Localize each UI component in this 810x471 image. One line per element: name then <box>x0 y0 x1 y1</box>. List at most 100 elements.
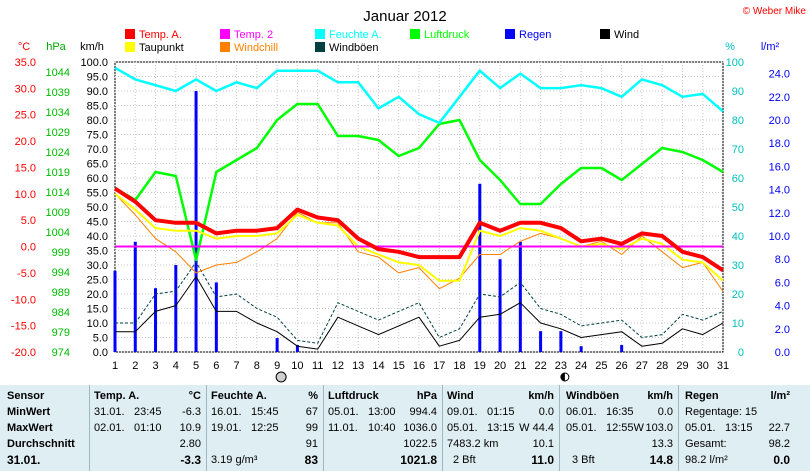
temp-column: Temp. A. °C 31.01. 23:45 -6.3 02.01. 01:10 10… <box>90 385 205 471</box>
rain-tick: 4.0 <box>775 301 790 313</box>
temp-tick: -20.0 <box>11 347 36 359</box>
pressure-unit-label: hPa <box>46 41 66 53</box>
series-lines <box>113 66 725 350</box>
rain-bar <box>275 338 279 352</box>
wind-today-bft: 2 Bft <box>453 454 476 466</box>
copyright-label: © Weber Mike <box>743 6 807 17</box>
x-tick: 30 <box>697 360 709 372</box>
series-line-feuchte-a <box>114 66 724 125</box>
gust-max-date: 05.01. <box>566 422 597 434</box>
x-tick: 26 <box>616 360 628 372</box>
temp-tick: 20.0 <box>15 136 36 148</box>
pressure-tick: 1019 <box>46 167 70 179</box>
wind-min-value: 0.0 <box>538 406 554 418</box>
rain-tick: 8.0 <box>775 254 790 266</box>
rain-tick: 6.0 <box>775 277 790 289</box>
wind-min-time: 01:15 <box>487 406 515 418</box>
rain-bar <box>133 241 137 352</box>
wind-unit: km/h <box>528 390 554 402</box>
series-line-windchill <box>114 193 724 292</box>
legend-swatch-windchill <box>220 42 230 52</box>
rain-tick: 0.0 <box>775 347 790 359</box>
wind-tick: 50.0 <box>87 202 108 214</box>
pressure-tick: 1029 <box>46 127 70 139</box>
rain-bar <box>620 345 624 352</box>
pressure-tick: 1004 <box>46 227 70 239</box>
legend-swatch-taupunkt <box>125 42 135 52</box>
wind-tick: 55.0 <box>87 188 108 200</box>
row-label-min: MinWert <box>7 406 51 418</box>
humidity-tick: 90 <box>732 86 744 98</box>
press-today: 1021.8 <box>400 453 437 467</box>
legend-label-temp-a: Temp. A. <box>139 29 182 41</box>
weather-chart: Januar 2012 © Weber Mike Temp. A. Temp. 2… <box>11 6 807 383</box>
legend-label-luftdruck: Luftdruck <box>424 29 470 41</box>
temp-tick: -10.0 <box>11 294 36 306</box>
temp-tick: 0.0 <box>21 242 36 254</box>
half-moon-icon <box>560 372 570 382</box>
temp-max-date: 02.01. <box>94 422 125 434</box>
humidity-tick: 70 <box>732 144 744 156</box>
temp-today: -3.3 <box>180 453 201 467</box>
temp-tick: 10.0 <box>15 189 36 201</box>
legend-swatch-windb-en <box>315 42 325 52</box>
temp-max-time: 01:10 <box>134 422 162 434</box>
pressure-tick: 1034 <box>46 107 70 119</box>
wind-today: 11.0 <box>531 453 554 467</box>
rain-tick: 18.0 <box>769 138 790 150</box>
x-tick: 15 <box>393 360 405 372</box>
humidity-tick: 0 <box>738 347 744 359</box>
rain-days: Regentage: 15 <box>685 406 758 418</box>
legend-label-feuchte-a: Feuchte A. <box>329 29 382 41</box>
legend-label-windb-en: Windböen <box>329 42 379 54</box>
rain-unit: l/m² <box>770 390 790 402</box>
pressure-tick: 1014 <box>46 187 70 199</box>
x-tick: 13 <box>352 360 364 372</box>
pressure-tick: 1039 <box>46 87 70 99</box>
x-tick: 23 <box>555 360 567 372</box>
series-line-wind <box>115 276 724 350</box>
rain-bar <box>214 282 218 352</box>
rain-today: 0.0 <box>773 453 790 467</box>
press-min-value: 994.4 <box>409 406 437 418</box>
press-min-date: 05.01. <box>328 406 359 418</box>
rain-tick: 24.0 <box>769 69 790 81</box>
rain-bar <box>478 183 482 352</box>
pressure-tick: 1009 <box>46 207 70 219</box>
plot-grid <box>114 61 724 353</box>
x-tick: 8 <box>254 360 260 372</box>
x-tick: 12 <box>332 360 344 372</box>
pressure-tick: 989 <box>52 287 70 299</box>
temp-tick: 30.0 <box>15 83 36 95</box>
x-tick: 6 <box>213 360 219 372</box>
wind-tick: 75.0 <box>87 130 108 142</box>
humidity-tick: 80 <box>732 115 744 127</box>
hum-min-value: 67 <box>305 406 318 418</box>
wind-max-value: W 44.4 <box>519 422 554 434</box>
pressure-tick: 984 <box>52 307 70 319</box>
temp-avg: 2.80 <box>179 438 201 450</box>
x-tick: 24 <box>575 360 587 372</box>
humidity-tick: 100 <box>726 57 744 69</box>
axis-units: °C hPa km/h% l/m² <box>18 41 780 53</box>
hum-header: Feuchte A. <box>211 390 267 402</box>
x-tick: 18 <box>453 360 465 372</box>
gust-avg: 13.3 <box>651 438 673 450</box>
rain-max-value: 22.7 <box>768 422 790 434</box>
wind-tick: 45.0 <box>87 217 108 229</box>
wind-min-date: 09.01. <box>447 406 478 418</box>
legend-swatch-temp-a <box>125 29 135 39</box>
wind-tick: 80.0 <box>87 115 108 127</box>
chart-legend: Temp. A. Temp. 2 Feuchte A. Luftdruck Regen W… <box>125 29 639 54</box>
hum-unit: % <box>308 390 318 402</box>
press-unit: hPa <box>416 390 437 402</box>
wind-tick: 10.0 <box>87 318 108 330</box>
rain-bar <box>295 345 299 352</box>
x-tick: 29 <box>676 360 688 372</box>
gust-header: Windböen <box>566 390 620 402</box>
rain-tick: 10.0 <box>769 231 790 243</box>
wind-tick: 95.0 <box>87 72 108 84</box>
rain-bar <box>559 331 563 352</box>
rain-bar <box>174 265 178 352</box>
pressure-tick: 974 <box>52 347 70 359</box>
